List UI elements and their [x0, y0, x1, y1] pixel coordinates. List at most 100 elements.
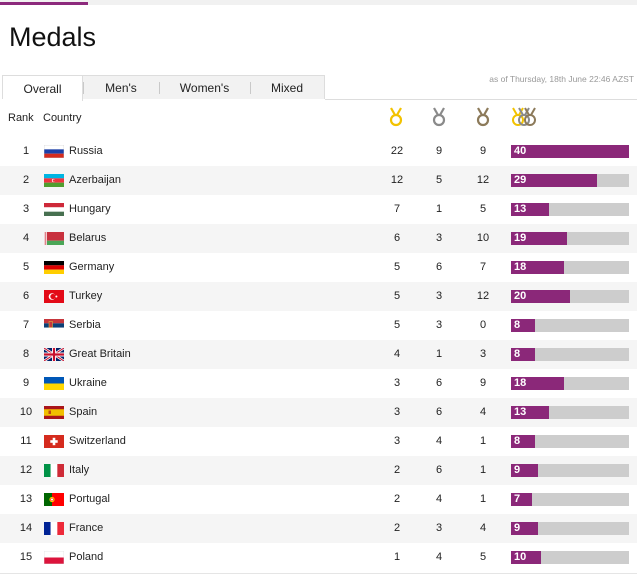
gold-count: 6	[393, 232, 401, 244]
silver-count: 6	[435, 406, 443, 418]
table-row[interactable]: 1 Russia 22 9 9 40	[0, 137, 637, 166]
total-bar-fill	[511, 406, 549, 419]
country-name[interactable]: Serbia	[69, 319, 101, 331]
table-row[interactable]: 9 Ukraine 3 6 9 18	[0, 369, 637, 398]
country-name[interactable]: Belarus	[69, 232, 107, 244]
bronze-count: 0	[479, 319, 487, 331]
poland-flag-icon	[44, 551, 64, 564]
silver-count: 3	[435, 232, 443, 244]
silver-count: 3	[435, 319, 443, 331]
bronze-count: 3	[479, 348, 487, 360]
total-count: 9	[514, 464, 521, 476]
italy-flag-icon	[44, 464, 64, 477]
gold-count: 2	[393, 493, 401, 505]
country-header[interactable]: Country	[43, 112, 82, 124]
bronze-count: 4	[479, 406, 487, 418]
silver-count: 3	[435, 290, 443, 302]
germany-flag-icon	[44, 261, 64, 274]
tab-overall[interactable]: Overall	[3, 76, 83, 101]
country-name[interactable]: Turkey	[69, 290, 103, 302]
table-row[interactable]: 6 Turkey 5 3 12 20	[0, 282, 637, 311]
total-count: 40	[514, 145, 527, 157]
country-name[interactable]: Switzerland	[69, 435, 126, 447]
rank-cell: 2	[22, 174, 30, 186]
country-name[interactable]: France	[69, 522, 104, 534]
as-of-timestamp: as of Thursday, 18th June 22:46 AZST	[489, 74, 634, 84]
gold-count: 4	[393, 348, 401, 360]
country-name[interactable]: Spain	[69, 406, 98, 418]
country-name[interactable]: Germany	[69, 261, 115, 273]
portugal-flag-icon	[44, 493, 64, 506]
silver-count: 3	[435, 522, 443, 534]
bronze-medal-icon[interactable]	[475, 107, 491, 127]
total-bar: 19	[511, 232, 629, 245]
total-bar: 9	[511, 522, 629, 535]
country-name[interactable]: Portugal	[69, 493, 110, 505]
tab-womens[interactable]: Women's	[159, 76, 250, 99]
rank-cell: 8	[22, 348, 30, 360]
table-row[interactable]: 8 Great Britain 4 1 3 8	[0, 340, 637, 369]
tab-divider	[325, 99, 637, 100]
country-name[interactable]: Azerbaijan	[69, 174, 121, 186]
rank-cell: 9	[22, 377, 30, 389]
rank-cell: 6	[22, 290, 30, 302]
gold-medal-icon[interactable]	[388, 107, 404, 127]
table-row[interactable]: 13 Portugal 2 4 1 7	[0, 485, 637, 514]
tab-mixed[interactable]: Mixed	[250, 76, 324, 99]
total-bar: 9	[511, 464, 629, 477]
total-bar-fill	[511, 290, 570, 303]
silver-count: 6	[435, 464, 443, 476]
table-row[interactable]: 2 Azerbaijan 12 5 12 29	[0, 166, 637, 195]
country-name[interactable]: Hungary	[69, 203, 111, 215]
table-row[interactable]: 3 Hungary 7 1 5 13	[0, 195, 637, 224]
rank-cell: 3	[22, 203, 30, 215]
total-bar: 13	[511, 203, 629, 216]
table-row[interactable]: 5 Germany 5 6 7 18	[0, 253, 637, 282]
ukraine-flag-icon	[44, 377, 64, 390]
total-bar: 7	[511, 493, 629, 506]
table-row[interactable]: 15 Poland 1 4 5 10	[0, 543, 637, 572]
gold-count: 3	[393, 377, 401, 389]
total-bar: 10	[511, 551, 629, 564]
table-row[interactable]: 12 Italy 2 6 1 9	[0, 456, 637, 485]
azerbaijan-flag-icon	[44, 174, 64, 187]
country-name[interactable]: Poland	[69, 551, 104, 563]
silver-count: 4	[435, 493, 443, 505]
country-name[interactable]: Ukraine	[69, 377, 107, 389]
table-row[interactable]: 14 France 2 3 4 9	[0, 514, 637, 543]
bronze-count: 1	[479, 464, 487, 476]
tab-mens[interactable]: Men's	[83, 76, 159, 99]
country-name[interactable]: Great Britain	[69, 348, 131, 360]
page-title: Medals	[9, 22, 97, 52]
country-name[interactable]: Russia	[69, 145, 103, 157]
bronze-count: 12	[476, 290, 490, 302]
medal-tabs: Overall Men's Women's Mixed	[2, 75, 325, 101]
total-count: 20	[514, 290, 527, 302]
total-count: 19	[514, 232, 527, 244]
gold-count: 3	[393, 406, 401, 418]
total-bar-fill	[511, 203, 549, 216]
total-bar-fill	[511, 464, 538, 477]
total-medals-icon[interactable]	[510, 107, 540, 127]
total-count: 9	[514, 522, 521, 534]
total-bar-fill	[511, 551, 541, 564]
total-bar-fill	[511, 377, 564, 390]
total-bar-fill	[511, 174, 597, 187]
table-row[interactable]: 11 Switzerland 3 4 1 8	[0, 427, 637, 456]
rank-header[interactable]: Rank	[8, 112, 34, 124]
total-count: 8	[514, 319, 521, 331]
great-britain-flag-icon	[44, 348, 64, 361]
rank-cell: 12	[19, 464, 33, 476]
total-bar: 18	[511, 261, 629, 274]
country-name[interactable]: Italy	[69, 464, 90, 476]
silver-medal-icon[interactable]	[431, 107, 447, 127]
total-bar-fill	[511, 493, 532, 506]
table-row[interactable]: 4 Belarus 6 3 10 19	[0, 224, 637, 253]
bronze-count: 5	[479, 551, 487, 563]
total-count: 18	[514, 377, 527, 389]
bronze-count: 12	[476, 174, 490, 186]
table-row[interactable]: 7 Serbia 5 3 0 8	[0, 311, 637, 340]
bronze-count: 1	[479, 435, 487, 447]
table-row[interactable]: 10 Spain 3 6 4 13	[0, 398, 637, 427]
top-bar	[0, 0, 637, 5]
